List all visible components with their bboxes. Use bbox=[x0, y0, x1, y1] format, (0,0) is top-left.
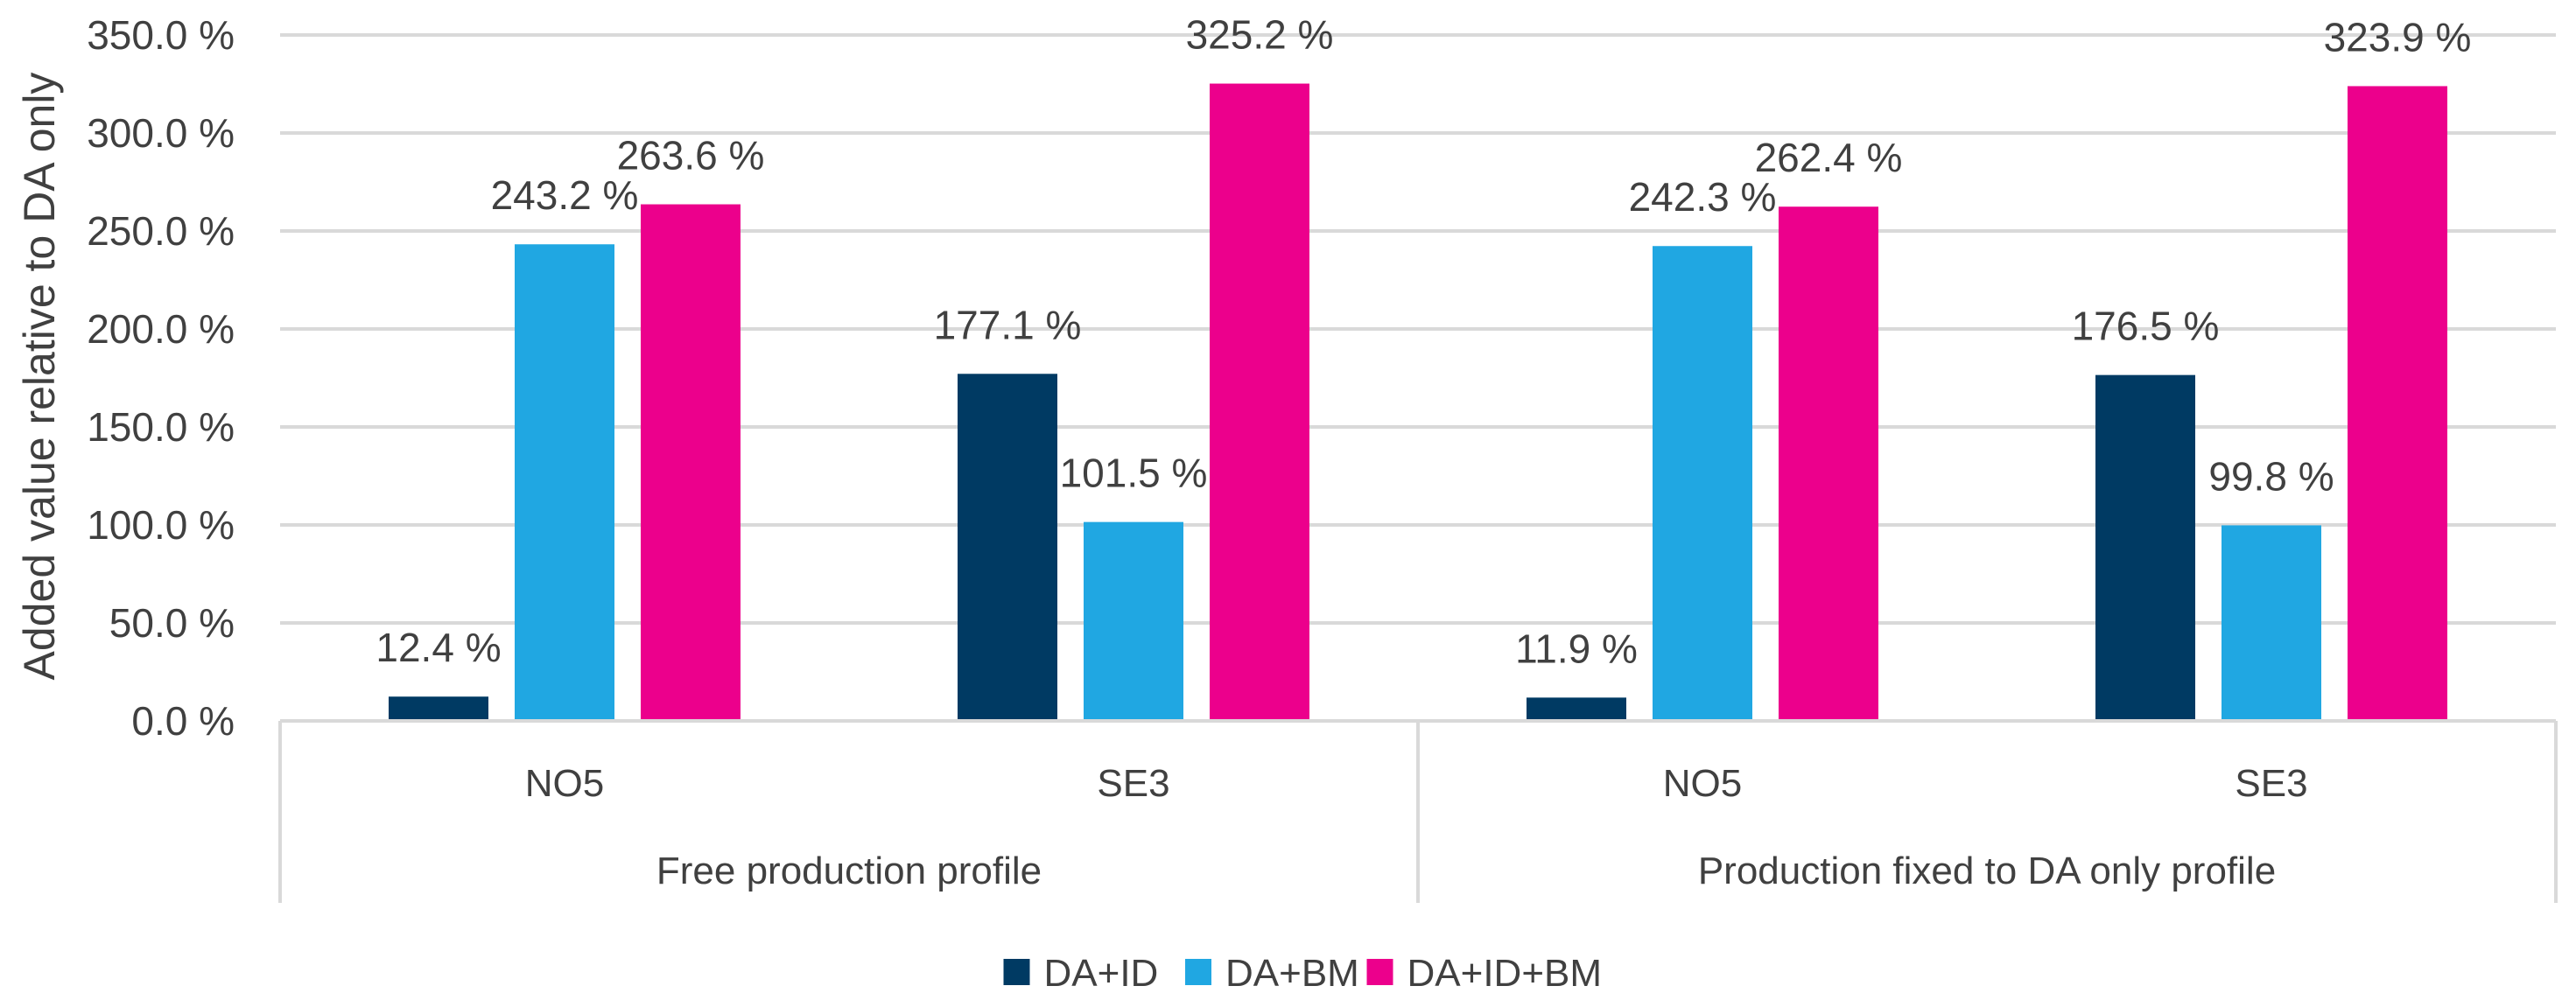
legend-swatch bbox=[1366, 959, 1393, 985]
data-labels: 12.4 % 177.1 % 11.9 % 176.5 % 243.2 % 101.5 %… bbox=[376, 12, 2471, 672]
data-label: 99.8 % bbox=[2208, 453, 2334, 499]
y-tick-label: 250.0 % bbox=[87, 208, 235, 254]
x-category-label: NO5 bbox=[1663, 762, 1742, 805]
x-group-label: Production fixed to DA only profile bbox=[1698, 850, 2276, 892]
data-label: 101.5 % bbox=[1060, 451, 1208, 496]
bar-da-bm bbox=[1653, 246, 1752, 721]
bar-da-id-bm bbox=[1210, 83, 1309, 721]
x-category-label: SE3 bbox=[2235, 762, 2307, 805]
y-tick-label: 350.0 % bbox=[87, 12, 235, 58]
legend-label: DA+BM bbox=[1225, 952, 1359, 995]
bar-da-bm bbox=[1084, 521, 1183, 721]
y-tick-label: 0.0 % bbox=[131, 698, 235, 744]
data-label: 263.6 % bbox=[617, 133, 765, 178]
y-tick-label: 100.0 % bbox=[87, 502, 235, 548]
legend-label: DA+ID bbox=[1044, 952, 1159, 995]
bar-da-id-bm bbox=[1779, 206, 1878, 721]
y-tick-label: 50.0 % bbox=[109, 600, 235, 646]
x-axis: NO5 SE3 Free production profile NO5 SE3 Produ… bbox=[278, 719, 2558, 903]
x-category-label: NO5 bbox=[525, 762, 604, 805]
y-tick-label: 200.0 % bbox=[87, 306, 235, 352]
y-tick-label: 150.0 % bbox=[87, 404, 235, 450]
legend-swatch bbox=[1185, 959, 1211, 985]
bar-da-id bbox=[2095, 374, 2195, 721]
bars bbox=[389, 83, 2447, 722]
data-label: 323.9 % bbox=[2324, 14, 2472, 59]
bar-da-id bbox=[389, 696, 488, 721]
data-label: 11.9 % bbox=[1515, 626, 1638, 671]
bar-da-id bbox=[1527, 697, 1626, 721]
data-label: 262.4 % bbox=[1755, 135, 1903, 180]
data-label: 243.2 % bbox=[491, 172, 639, 218]
y-axis-label: Added value relative to DA only bbox=[15, 73, 64, 681]
data-label: 176.5 % bbox=[2072, 304, 2220, 349]
data-label: 325.2 % bbox=[1186, 12, 1334, 58]
data-label: 12.4 % bbox=[376, 625, 501, 670]
legend-label: DA+ID+BM bbox=[1407, 952, 1603, 995]
legend: DA+ID DA+BM DA+ID+BM bbox=[1003, 952, 1603, 995]
data-label: 177.1 % bbox=[934, 302, 1082, 347]
y-axis-ticks: 0.0 % 50.0 % 100.0 % 150.0 % 200.0 % 250.0 % 3… bbox=[87, 12, 235, 744]
bar-da-id-bm bbox=[2348, 86, 2447, 722]
bar-da-id-bm bbox=[641, 204, 741, 721]
y-tick-label: 300.0 % bbox=[87, 110, 235, 156]
x-group-label: Free production profile bbox=[656, 850, 1042, 892]
bar-da-id bbox=[958, 374, 1057, 721]
legend-swatch bbox=[1003, 959, 1030, 985]
data-label: 242.3 % bbox=[1629, 174, 1777, 220]
x-category-label: SE3 bbox=[1097, 762, 1169, 805]
bar-da-bm bbox=[2222, 525, 2321, 721]
bar-da-bm bbox=[515, 244, 614, 721]
